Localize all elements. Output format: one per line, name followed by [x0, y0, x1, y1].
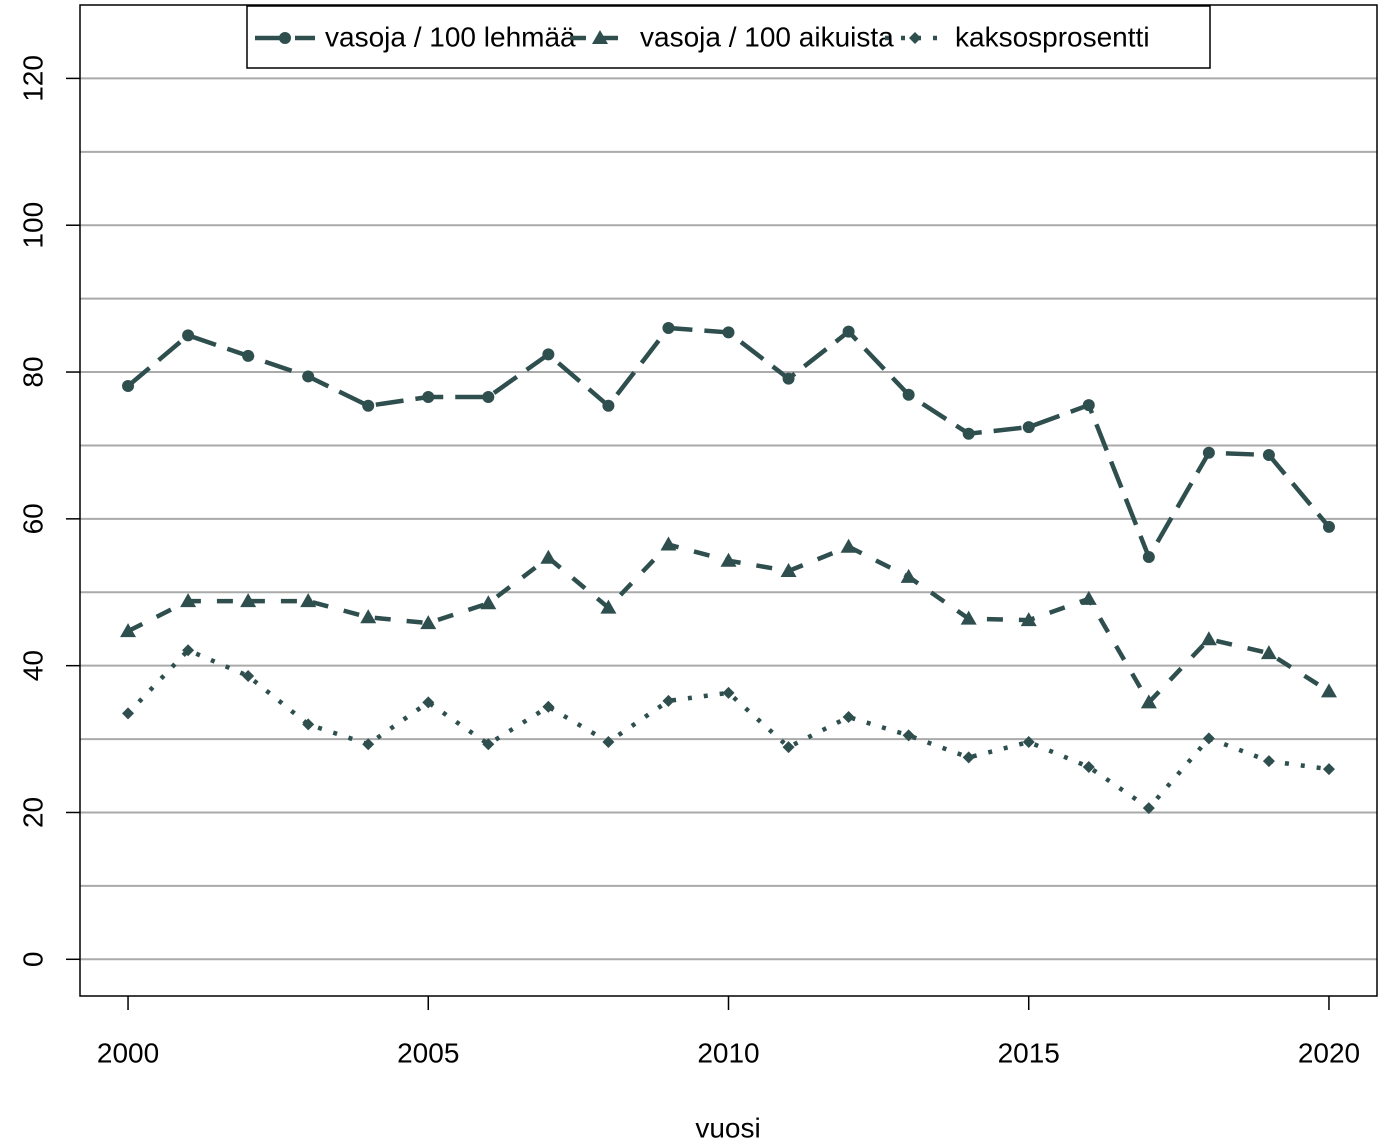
- point: [122, 707, 135, 720]
- point: [1022, 421, 1035, 434]
- point: [842, 711, 855, 724]
- point: [602, 399, 615, 412]
- point: [842, 325, 855, 338]
- y-tick-label: 20: [17, 797, 48, 828]
- point: [1262, 755, 1275, 768]
- legend-marker: [279, 32, 291, 44]
- point: [782, 741, 795, 754]
- point: [1082, 399, 1095, 412]
- point: [422, 390, 435, 403]
- point: [482, 738, 495, 751]
- x-axis-label: vuosi: [695, 1112, 760, 1143]
- point: [1142, 551, 1155, 564]
- point: [240, 593, 257, 608]
- x-tick-label: 2000: [97, 1037, 159, 1068]
- point: [902, 388, 915, 401]
- point: [662, 694, 675, 707]
- point: [840, 538, 857, 553]
- legend-label: kaksosprosentti: [955, 21, 1150, 52]
- legend-label: vasoja / 100 aikuista: [640, 21, 894, 52]
- legend-box: [246, 5, 1211, 69]
- point: [722, 326, 735, 339]
- point: [1142, 802, 1155, 815]
- point: [1082, 760, 1095, 773]
- point: [1262, 448, 1275, 461]
- point: [542, 700, 555, 713]
- point: [1140, 694, 1157, 709]
- y-tick-label: 40: [17, 650, 48, 681]
- point: [362, 399, 375, 412]
- point: [362, 738, 375, 751]
- point: [302, 718, 315, 731]
- point: [602, 736, 615, 749]
- point: [1022, 736, 1035, 749]
- point: [302, 370, 315, 383]
- point: [662, 321, 675, 334]
- point: [902, 729, 915, 742]
- point: [960, 610, 977, 625]
- point: [1322, 763, 1335, 776]
- point: [1202, 732, 1215, 745]
- x-tick-label: 2005: [397, 1037, 459, 1068]
- point: [660, 536, 677, 551]
- y-tick-label: 0: [17, 952, 48, 968]
- point: [180, 593, 197, 608]
- y-tick-label: 60: [17, 503, 48, 534]
- x-tick-label: 2020: [1298, 1037, 1360, 1068]
- point: [182, 329, 195, 342]
- point: [242, 349, 255, 362]
- legend-label: vasoja / 100 lehmää: [325, 21, 576, 52]
- point: [1320, 683, 1337, 698]
- point: [420, 615, 437, 630]
- point: [1202, 446, 1215, 459]
- point: [300, 593, 317, 608]
- series-line: [126, 325, 1331, 563]
- plot-frame: [79, 4, 1378, 997]
- point: [1200, 631, 1217, 646]
- point: [422, 696, 435, 709]
- series-line: [127, 542, 1331, 707]
- point: [962, 751, 975, 764]
- point: [542, 348, 555, 361]
- point: [1322, 520, 1335, 533]
- point: [720, 552, 737, 567]
- point: [962, 427, 975, 440]
- point: [1020, 612, 1037, 627]
- point: [122, 379, 135, 392]
- legend-marker: [592, 30, 608, 44]
- point: [1260, 645, 1277, 660]
- point: [782, 372, 795, 385]
- y-tick-label: 120: [17, 55, 48, 102]
- point: [900, 568, 917, 583]
- legend: vasoja / 100 lehmää vasoja / 100 aikuista…: [246, 5, 1211, 69]
- point: [722, 686, 735, 699]
- legend-marker: [909, 32, 921, 44]
- point: [780, 562, 797, 577]
- point: [600, 599, 617, 614]
- y-tick-label: 80: [17, 356, 48, 387]
- x-tick-label: 2015: [998, 1037, 1060, 1068]
- point: [540, 549, 557, 564]
- point: [242, 669, 255, 682]
- x-tick-label: 2010: [697, 1037, 759, 1068]
- point: [120, 623, 137, 638]
- point: [482, 390, 495, 403]
- point: [1080, 590, 1097, 605]
- y-tick-label: 100: [17, 202, 48, 249]
- point: [182, 644, 195, 657]
- point: [480, 595, 497, 610]
- point: [360, 609, 377, 624]
